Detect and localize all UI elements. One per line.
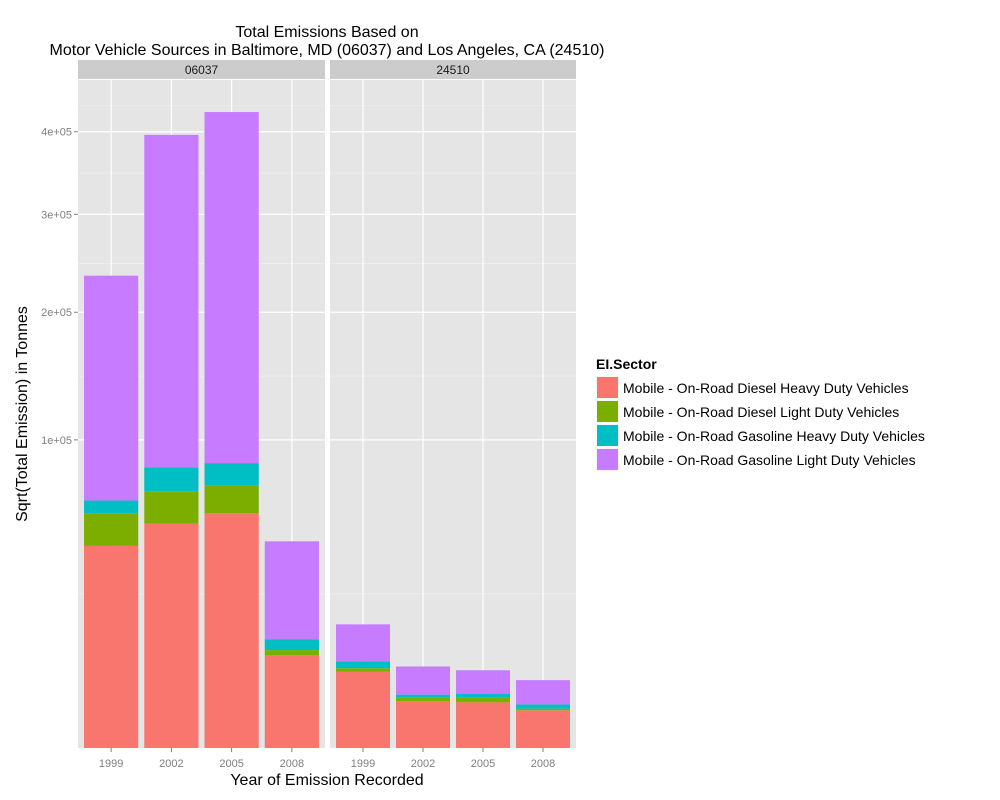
x-tick-label: 2005: [471, 758, 495, 770]
chart-title-line: Total Emissions Based on: [235, 24, 418, 41]
y-tick-label: 1e+05: [41, 435, 72, 447]
legend-label: Mobile - On-Road Gasoline Heavy Duty Veh…: [623, 428, 925, 444]
y-tick-label: 4e+05: [41, 127, 72, 139]
x-tick-label: 2005: [219, 758, 243, 770]
y-axis-title: Sqrt(Total Emission) in Tonnes: [14, 306, 31, 522]
bar-segment: [336, 624, 390, 662]
bar-segment: [84, 275, 139, 501]
facet-strip-label: 24510: [436, 63, 470, 77]
bar-segment: [396, 697, 450, 702]
bar-segment: [456, 670, 510, 695]
bar-segment: [264, 655, 319, 748]
legend-swatch: [597, 425, 618, 446]
bar-segment: [516, 680, 570, 705]
bar-segment: [336, 671, 390, 748]
bar-segment: [84, 513, 139, 546]
bar-segment: [396, 694, 450, 698]
bar-segment: [204, 112, 259, 464]
bar-segment: [456, 702, 510, 748]
bar-segment: [336, 668, 390, 672]
bar-segment: [144, 134, 199, 468]
chart-title-line: Motor Vehicle Sources in Baltimore, MD (…: [50, 42, 605, 59]
facet-strip-label: 06037: [185, 63, 219, 77]
bar-segment: [456, 694, 510, 698]
bar-segment: [396, 666, 450, 695]
bar-segment: [336, 661, 390, 669]
x-tick-label: 2008: [280, 758, 304, 770]
bar-segment: [396, 701, 450, 748]
facet-strip: [330, 60, 576, 79]
legend-label: Mobile - On-Road Diesel Heavy Duty Vehic…: [623, 380, 909, 396]
bar-segment: [516, 710, 570, 748]
legend-swatch: [597, 377, 618, 398]
x-tick-label: 2002: [159, 758, 183, 770]
bar-segment: [456, 697, 510, 703]
bar-segment: [204, 513, 259, 748]
x-tick-label: 1999: [351, 758, 375, 770]
legend-title: EI.Sector: [596, 356, 657, 372]
x-tick-label: 1999: [99, 758, 123, 770]
legend-swatch: [597, 449, 618, 470]
legend-label: Mobile - On-Road Diesel Light Duty Vehic…: [623, 404, 899, 420]
bar-segment: [84, 545, 139, 748]
bar-segment: [144, 467, 199, 492]
bar-segment: [264, 541, 319, 640]
legend-swatch: [597, 401, 618, 422]
legend-label: Mobile - On-Road Gasoline Light Duty Veh…: [623, 452, 916, 468]
bar-segment: [204, 463, 259, 486]
y-tick-label: 2e+05: [41, 307, 72, 319]
x-tick-label: 2002: [411, 758, 435, 770]
bar-segment: [516, 708, 570, 711]
bar-segment: [516, 704, 570, 709]
y-tick-label: 3e+05: [41, 209, 72, 221]
bar-segment: [264, 639, 319, 651]
x-axis-title: Year of Emission Recorded: [230, 772, 423, 789]
x-tick-label: 2008: [531, 758, 555, 770]
bar-segment: [144, 491, 199, 524]
facet-strip: [78, 60, 325, 79]
bar-segment: [264, 650, 319, 656]
bar-segment: [204, 485, 259, 514]
bar-segment: [84, 500, 139, 514]
bar-segment: [144, 523, 199, 748]
